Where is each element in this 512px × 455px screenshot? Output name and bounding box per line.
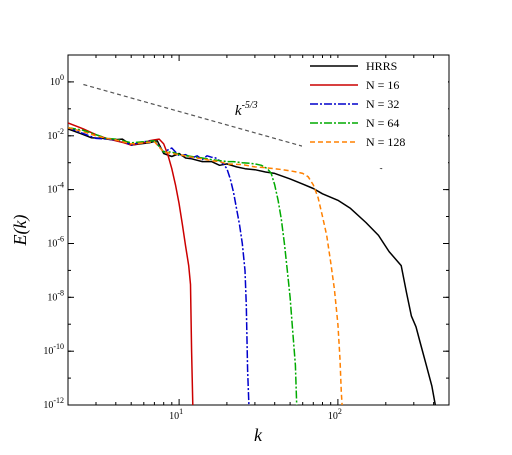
y-axis-title: E(k)	[10, 215, 31, 247]
legend-label-2: N = 32	[366, 97, 399, 111]
legend-background	[302, 58, 448, 168]
reference-slope-layer	[83, 83, 383, 170]
slope-annotation: k-5/3	[235, 100, 258, 119]
series-line-3	[68, 126, 298, 405]
legend-label-0: HRRS	[366, 59, 397, 73]
legend: HRRS N = 16 N = 32 N = 64 N = 128	[302, 58, 448, 168]
legend-label-3: N = 64	[366, 116, 399, 130]
x-axis-title: k	[254, 425, 263, 445]
legend-label-1: N = 16	[366, 78, 399, 92]
y-tick-label: 10-10	[43, 342, 64, 357]
y-tick-label: 100	[50, 73, 64, 88]
y-tick-label: 10-4	[47, 181, 64, 196]
ticks-layer: 100 10-2 10-4 10-6 10-8 10-10 10-12 101 102	[43, 54, 450, 422]
y-tick-label: 10-8	[47, 288, 64, 303]
y-tick-label: 10-2	[47, 127, 64, 142]
series-line-4	[68, 126, 343, 405]
legend-label-4: N = 128	[366, 135, 405, 149]
x-tick-label: 102	[328, 407, 342, 422]
series-layer	[68, 122, 437, 405]
reference-slope-line	[83, 83, 383, 170]
x-tick-label: 101	[169, 407, 183, 422]
y-tick-label: 10-6	[47, 235, 64, 250]
y-tick-label: 10-12	[43, 396, 64, 411]
